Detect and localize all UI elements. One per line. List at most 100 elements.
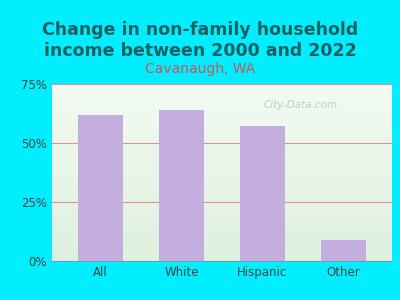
Bar — [52, 146, 392, 148]
Bar — [52, 183, 392, 185]
Bar — [52, 236, 392, 238]
Bar — [52, 151, 392, 153]
Bar — [52, 208, 392, 210]
Bar — [52, 178, 392, 180]
Bar — [52, 127, 392, 128]
Bar — [52, 148, 392, 149]
Bar — [52, 235, 392, 236]
Bar — [52, 112, 392, 114]
Bar — [52, 213, 392, 215]
Bar — [159, 110, 204, 261]
Bar — [52, 188, 392, 190]
Bar — [52, 100, 392, 102]
Bar — [52, 174, 392, 176]
Bar — [52, 102, 392, 103]
Bar — [52, 107, 392, 109]
Bar — [52, 254, 392, 256]
Bar — [52, 130, 392, 132]
Bar — [52, 245, 392, 247]
Bar — [52, 105, 392, 107]
Bar — [52, 243, 392, 245]
Bar — [52, 252, 392, 254]
Bar — [240, 127, 285, 261]
Bar — [52, 84, 392, 86]
Bar — [52, 116, 392, 118]
Text: City-Data.com: City-Data.com — [263, 100, 337, 110]
Bar — [52, 158, 392, 160]
Bar — [52, 202, 392, 204]
Bar — [52, 238, 392, 240]
Bar — [52, 125, 392, 127]
Bar — [52, 185, 392, 187]
Bar — [52, 98, 392, 100]
Bar — [52, 114, 392, 116]
Bar — [52, 96, 392, 98]
Bar — [52, 88, 392, 89]
Bar — [52, 89, 392, 91]
Bar — [52, 110, 392, 112]
Bar — [52, 199, 392, 201]
Bar — [52, 141, 392, 142]
Bar — [52, 217, 392, 218]
Bar — [52, 94, 392, 96]
Bar — [52, 153, 392, 155]
Bar — [52, 222, 392, 224]
Bar — [52, 132, 392, 134]
Bar — [52, 144, 392, 146]
Bar — [52, 194, 392, 196]
Bar — [52, 192, 392, 194]
Bar — [52, 149, 392, 151]
Bar — [52, 231, 392, 233]
Bar — [52, 215, 392, 217]
Bar — [52, 180, 392, 181]
Bar — [52, 250, 392, 252]
Bar — [52, 171, 392, 172]
Bar — [52, 220, 392, 222]
Bar — [52, 167, 392, 169]
Bar — [52, 224, 392, 226]
Bar — [52, 176, 392, 178]
Bar — [52, 227, 392, 229]
Bar — [52, 201, 392, 203]
Bar — [52, 164, 392, 165]
Bar — [52, 135, 392, 137]
Bar — [52, 249, 392, 250]
Bar — [52, 128, 392, 130]
Bar — [52, 118, 392, 119]
Bar — [52, 204, 392, 206]
Bar — [52, 86, 392, 88]
Bar — [52, 155, 392, 157]
Bar — [52, 172, 392, 174]
Bar — [52, 190, 392, 192]
Bar — [52, 226, 392, 227]
Bar — [52, 240, 392, 242]
Bar — [52, 233, 392, 235]
Text: Cavanaugh, WA: Cavanaugh, WA — [145, 62, 255, 76]
Bar — [52, 212, 392, 213]
Bar — [52, 139, 392, 141]
Bar — [52, 134, 392, 135]
Bar — [52, 259, 392, 261]
Bar — [52, 160, 392, 162]
Bar — [52, 121, 392, 123]
Bar — [52, 103, 392, 105]
Bar — [52, 93, 392, 94]
Bar — [52, 91, 392, 93]
Bar — [52, 210, 392, 212]
Bar — [52, 157, 392, 158]
Bar — [52, 162, 392, 164]
Bar — [52, 196, 392, 197]
Bar — [52, 119, 392, 121]
Bar — [52, 181, 392, 183]
Bar — [52, 137, 392, 139]
Bar — [52, 257, 392, 259]
Bar — [52, 242, 392, 243]
Bar — [321, 240, 366, 261]
Bar — [52, 206, 392, 208]
Bar — [52, 218, 392, 220]
Bar — [52, 247, 392, 249]
Bar — [52, 256, 392, 257]
Bar — [52, 229, 392, 231]
Bar — [52, 197, 392, 199]
Bar — [52, 165, 392, 167]
